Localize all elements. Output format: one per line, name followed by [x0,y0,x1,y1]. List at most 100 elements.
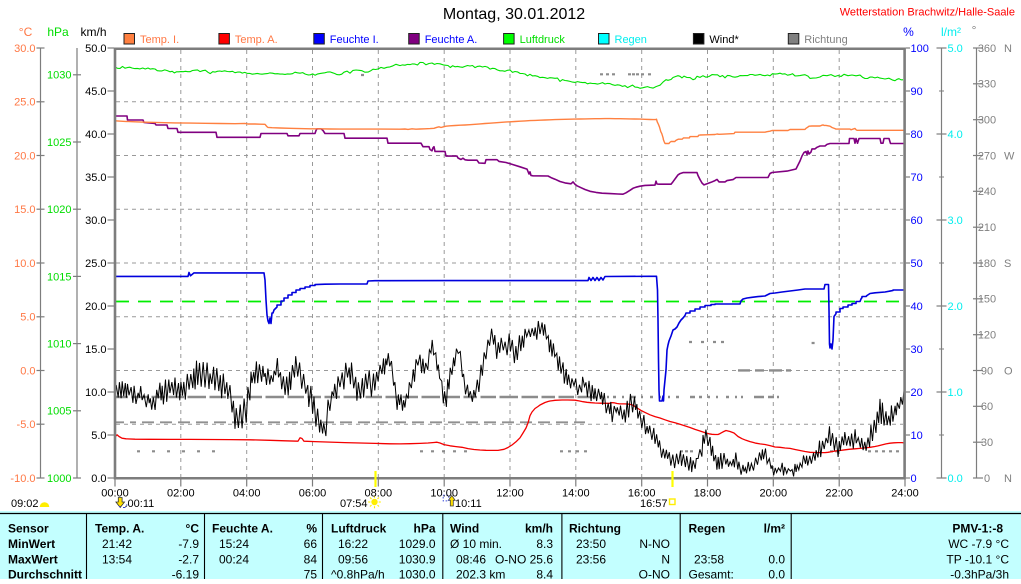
svg-text:22:00: 22:00 [825,488,853,500]
svg-text:Richtung: Richtung [569,522,621,536]
svg-text:120: 120 [978,330,996,342]
svg-text:360: 360 [978,43,996,55]
svg-text:Ø 10 min.: Ø 10 min. [450,537,502,551]
svg-text:75: 75 [304,568,318,579]
svg-text:240: 240 [978,186,996,198]
svg-text:18:00: 18:00 [694,488,722,500]
svg-text:N: N [1004,473,1012,485]
svg-text:O-NO: O-NO [639,568,670,579]
svg-text:45.0: 45.0 [85,86,106,98]
svg-text:Regen: Regen [689,522,726,536]
svg-text:00:00: 00:00 [101,488,129,500]
svg-text:202.3 km: 202.3 km [456,568,505,579]
svg-text:09:02: 09:02 [11,498,39,510]
svg-text:07:54: 07:54 [340,498,368,510]
svg-text:66: 66 [304,537,318,551]
svg-text:20.0: 20.0 [14,150,35,162]
svg-text:1030: 1030 [47,70,71,82]
svg-text:16:00: 16:00 [628,488,656,500]
svg-text:14:00: 14:00 [562,488,590,500]
svg-text:km/h: km/h [80,25,106,39]
svg-text:Temp. A.: Temp. A. [95,522,144,536]
svg-text:.00:11: .00:11 [125,498,155,510]
svg-text:N: N [661,552,670,566]
svg-text:23:50: 23:50 [576,537,606,551]
svg-text:0.0: 0.0 [20,365,35,377]
svg-text:02:00: 02:00 [167,488,195,500]
svg-text:25.0: 25.0 [14,97,35,109]
svg-text:35.0: 35.0 [85,172,106,184]
svg-text:4.0: 4.0 [948,129,963,141]
svg-text:10: 10 [911,430,923,442]
svg-text:8.4: 8.4 [536,568,553,579]
svg-text:Luftdruck: Luftdruck [520,34,566,46]
svg-text:15:24: 15:24 [219,537,249,551]
svg-text:09:56: 09:56 [338,552,368,566]
svg-text:180: 180 [978,258,996,270]
svg-text:80: 80 [911,129,923,141]
svg-text:W: W [1004,150,1015,162]
svg-text:00:24: 00:24 [219,552,249,566]
svg-text:Luftdruck: Luftdruck [331,522,387,536]
svg-text:08:00: 08:00 [365,488,393,500]
svg-text:16:57: 16:57 [640,498,668,510]
svg-text:PMV-1:-8: PMV-1:-8 [952,522,1003,536]
svg-text:10.0: 10.0 [14,258,35,270]
svg-text:30: 30 [911,344,923,356]
svg-text:Wind: Wind [450,522,479,536]
svg-text:150: 150 [978,294,996,306]
svg-text:30.0: 30.0 [14,43,35,55]
svg-text:15.0: 15.0 [85,344,106,356]
svg-text:10:00: 10:00 [430,488,458,500]
svg-text:60: 60 [981,401,993,413]
svg-text:21:42: 21:42 [102,537,132,551]
svg-text:50: 50 [911,258,923,270]
svg-text:0.0: 0.0 [91,473,106,485]
svg-text:Temp. I.: Temp. I. [140,34,179,46]
svg-text:°C: °C [186,522,200,536]
svg-text:N: N [1004,43,1012,55]
svg-text:0.0: 0.0 [768,568,785,579]
svg-text:270: 270 [978,150,996,162]
svg-text:Richtung: Richtung [804,34,847,46]
svg-text:08:46: 08:46 [456,552,486,566]
svg-text:300: 300 [978,115,996,127]
svg-text:40.0: 40.0 [85,129,106,141]
svg-text:20.0: 20.0 [85,301,106,313]
svg-text:Wind*: Wind* [709,34,739,46]
svg-text:1000: 1000 [47,473,71,485]
svg-text:06:00: 06:00 [299,488,327,500]
svg-text:Wetterstation Brachwitz/Halle-: Wetterstation Brachwitz/Halle-Saale [840,7,1015,19]
svg-text:1020: 1020 [47,204,71,216]
svg-text:0: 0 [984,473,990,485]
svg-text:N-NO: N-NO [639,537,670,551]
svg-text:1025: 1025 [47,137,71,149]
svg-text:%: % [903,25,914,39]
svg-text:°: ° [972,23,977,37]
svg-text:23:58: 23:58 [694,552,724,566]
svg-text:°C: °C [19,25,33,39]
svg-text:hPa: hPa [413,522,435,536]
svg-text:1005: 1005 [47,406,71,418]
svg-text:Durchschnitt: Durchschnitt [8,568,82,579]
svg-text:-7.9: -7.9 [178,537,199,551]
svg-text:5.0: 5.0 [91,430,106,442]
svg-text:16:22: 16:22 [338,537,368,551]
svg-text:Gesamt:: Gesamt: [689,568,734,579]
svg-text:5.0: 5.0 [948,43,963,55]
svg-text:-10.0: -10.0 [10,473,35,485]
svg-text:330: 330 [978,79,996,91]
svg-text:90: 90 [911,86,923,98]
svg-text:MinWert: MinWert [8,537,55,551]
svg-text:2.0: 2.0 [948,301,963,313]
svg-text:210: 210 [978,222,996,234]
svg-text:20:00: 20:00 [760,488,788,500]
svg-text:1015: 1015 [47,271,71,283]
svg-text:1030.0: 1030.0 [399,568,436,579]
svg-text:Feuchte I.: Feuchte I. [330,34,379,46]
svg-text:60: 60 [911,215,923,227]
svg-text:70: 70 [911,172,923,184]
svg-text:30.0: 30.0 [85,215,106,227]
svg-text:S: S [1004,258,1011,270]
svg-text:0: 0 [911,473,917,485]
